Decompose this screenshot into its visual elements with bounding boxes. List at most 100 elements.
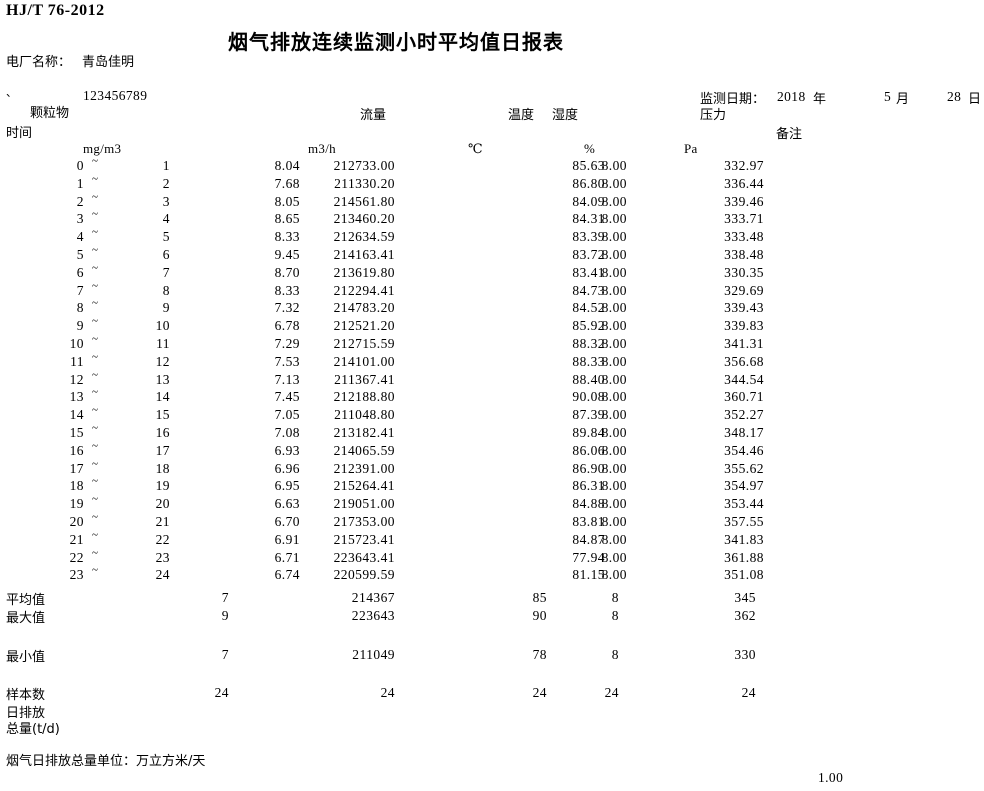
cell-hum: 8.00: [601, 211, 627, 227]
cell-hum: 8.00: [601, 246, 627, 262]
cell-dust: 6.71: [274, 549, 300, 565]
cell-dust: 8.70: [274, 264, 300, 280]
table-row: 5 ~6 9.45 214163.41 83.72 8.00 338.48: [0, 244, 984, 265]
cell-pres: 341.31: [724, 335, 764, 351]
cell-h2: 24: [155, 567, 170, 583]
cell-temp: 88.40: [572, 371, 605, 387]
plant-name-value: 青岛佳明: [82, 55, 135, 70]
column-header-temperature: 温度: [508, 108, 535, 123]
cell-hum: 8.00: [601, 407, 627, 423]
summary-dust: 24: [214, 685, 229, 700]
summary-flow: 211049: [352, 647, 395, 662]
table-row: 2 ~3 8.05 214561.80 84.09 8.00 339.46: [0, 190, 984, 212]
tilde-separator: ~: [92, 457, 99, 470]
cell-dust: 7.45: [274, 389, 300, 405]
cell-hum: 8.00: [601, 513, 627, 529]
cell-hum: 8.00: [601, 318, 627, 334]
cell-hum: 8.00: [601, 478, 627, 494]
cell-flow: 213619.80: [333, 264, 395, 280]
cell-flow: 212634.59: [333, 229, 395, 245]
cell-flow: 214783.20: [333, 300, 395, 316]
cell-h1: 2: [76, 193, 84, 209]
daily-total-label-line1: 日排放: [6, 706, 46, 721]
cell-pres: 361.88: [724, 549, 764, 565]
tilde-separator: ~: [92, 155, 99, 167]
cell-h1: 19: [69, 496, 84, 512]
cell-dust: 6.96: [274, 460, 300, 476]
device-id: 123456789: [83, 88, 148, 103]
cell-pres: 332.97: [724, 158, 764, 173]
table-row: 7 ~8 8.33 212294.41 84.73 8.00 329.69: [0, 280, 984, 301]
cell-h1: 23: [69, 567, 84, 583]
cell-dust: 7.32: [274, 300, 300, 316]
tilde-separator: ~: [92, 190, 99, 203]
date-year: 2018: [777, 89, 806, 104]
cell-flow: 211367.41: [334, 371, 395, 387]
cell-pres: 330.35: [724, 264, 764, 280]
cell-temp: 90.08: [572, 389, 605, 405]
cell-dust: 7.29: [274, 335, 300, 351]
cell-temp: 83.41: [572, 264, 605, 280]
tilde-separator: ~: [92, 350, 99, 363]
cell-h2: 14: [155, 389, 170, 405]
cell-flow: 212294.41: [333, 282, 395, 298]
summary-pressure: 362: [734, 608, 756, 623]
cell-flow: 212188.80: [333, 389, 395, 405]
cell-temp: 85.63: [572, 158, 605, 173]
hourly-data-table: 0 ~1 8.04 212733.00 85.63 8.00 332.97 1 ~2 7.68 21…: [0, 155, 984, 585]
cell-flow: 215723.41: [333, 531, 395, 547]
cell-dust: 6.95: [274, 478, 300, 494]
summary-dust: 9: [221, 608, 229, 623]
tilde-separator: ~: [92, 564, 99, 577]
cell-flow: 220599.59: [333, 567, 395, 583]
cell-h2: 8: [162, 282, 170, 298]
summary-humidity: 8: [611, 590, 619, 605]
tilde-separator: ~: [92, 315, 99, 328]
cell-dust: 6.93: [274, 442, 300, 458]
cell-dust: 8.05: [274, 193, 300, 209]
cell-h2: 22: [155, 531, 170, 547]
cell-flow: 213182.41: [333, 424, 395, 440]
cell-h2: 16: [155, 424, 170, 440]
summary-label: 样本数: [6, 688, 46, 703]
summary-dust: 7: [221, 647, 229, 662]
tilde-separator: ~: [92, 510, 99, 523]
cell-temp: 84.31: [572, 211, 605, 227]
date-label: 监测日期：: [700, 92, 766, 107]
cell-dust: 8.33: [274, 282, 300, 298]
cell-h2: 5: [162, 229, 170, 245]
cell-pres: 336.44: [724, 175, 764, 191]
cell-pres: 329.69: [724, 282, 764, 298]
tilde-separator: ~: [92, 528, 99, 541]
table-row: 17 ~18 6.96 212391.00 86.90 8.00 355.62: [0, 457, 984, 479]
cell-dust: 7.08: [274, 424, 300, 440]
cell-dust: 7.13: [274, 371, 300, 387]
summary-dust: 7: [221, 590, 229, 605]
cell-pres: 354.97: [724, 478, 764, 494]
table-row: 3 ~4 8.65 213460.20 84.31 8.00 333.71: [0, 208, 984, 229]
cell-temp: 87.39: [572, 407, 605, 423]
cell-temp: 83.81: [572, 513, 605, 529]
cell-h1: 12: [69, 371, 84, 387]
cell-h1: 9: [76, 318, 84, 334]
standard-code: HJ/T 76-2012: [6, 2, 105, 19]
cell-h1: 15: [69, 424, 84, 440]
summary-flow: 214367: [351, 590, 395, 605]
cell-temp: 89.84: [572, 424, 605, 440]
cell-h1: 3: [76, 211, 84, 227]
cell-hum: 8.00: [601, 353, 627, 369]
cell-temp: 86.80: [572, 175, 605, 191]
summary-humidity: 8: [611, 647, 619, 662]
cell-h2: 4: [162, 211, 170, 227]
cell-dust: 8.65: [274, 211, 300, 227]
cell-h2: 17: [155, 442, 170, 458]
cell-pres: 339.46: [724, 193, 764, 209]
cell-pres: 352.27: [724, 407, 764, 423]
cell-temp: 84.73: [572, 282, 605, 298]
table-row: 8 ~9 7.32 214783.20 84.52 8.00 339.43: [0, 297, 984, 318]
cell-dust: 8.33: [274, 229, 300, 245]
cell-hum: 8.00: [601, 567, 627, 583]
cell-dust: 6.74: [274, 567, 300, 583]
cell-hum: 8.00: [601, 424, 627, 440]
tilde-separator: ~: [92, 386, 99, 399]
